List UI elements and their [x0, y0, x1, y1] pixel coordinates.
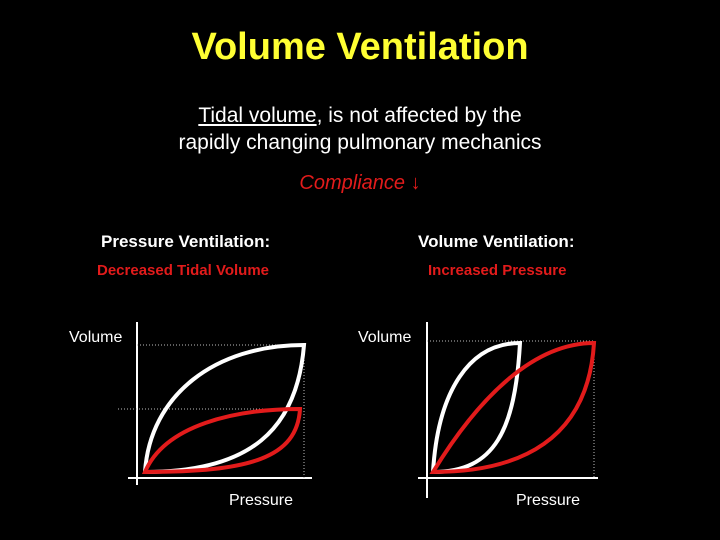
- subtitle-line-2: rapidly changing pulmonary mechanics: [178, 131, 542, 154]
- right-normal-loop: [430, 340, 523, 475]
- right-mode-effect: Increased Pressure: [428, 262, 567, 279]
- left-normal-loop: [142, 342, 307, 475]
- compliance-label: Compliance: [299, 172, 406, 194]
- right-reduced-compliance-loop: [429, 340, 597, 475]
- slide-title: Volume Ventilation: [191, 26, 529, 68]
- compliance-heading: Compliance ↓: [0, 173, 720, 193]
- subtitle-rest: , is not affected by the: [316, 104, 522, 127]
- down-arrow-icon: ↓: [410, 172, 421, 194]
- subtitle-line-1: Tidal volume, is not affected by the: [0, 104, 720, 128]
- left-mode-effect: Decreased Tidal Volume: [97, 262, 270, 279]
- right-mode-title: Volume Ventilation:: [418, 232, 575, 251]
- left-reduced-compliance-loop: [141, 406, 303, 475]
- right-plot-axes: [418, 322, 598, 498]
- subtitle-underlined-term: Tidal volume: [198, 104, 317, 127]
- left-mode-title: Pressure Ventilation:: [101, 232, 271, 251]
- right-y-axis-label: Volume: [358, 329, 412, 346]
- left-y-axis-label: Volume: [69, 329, 123, 346]
- left-x-axis-label: Pressure: [229, 492, 294, 509]
- right-x-axis-label: Pressure: [516, 492, 581, 509]
